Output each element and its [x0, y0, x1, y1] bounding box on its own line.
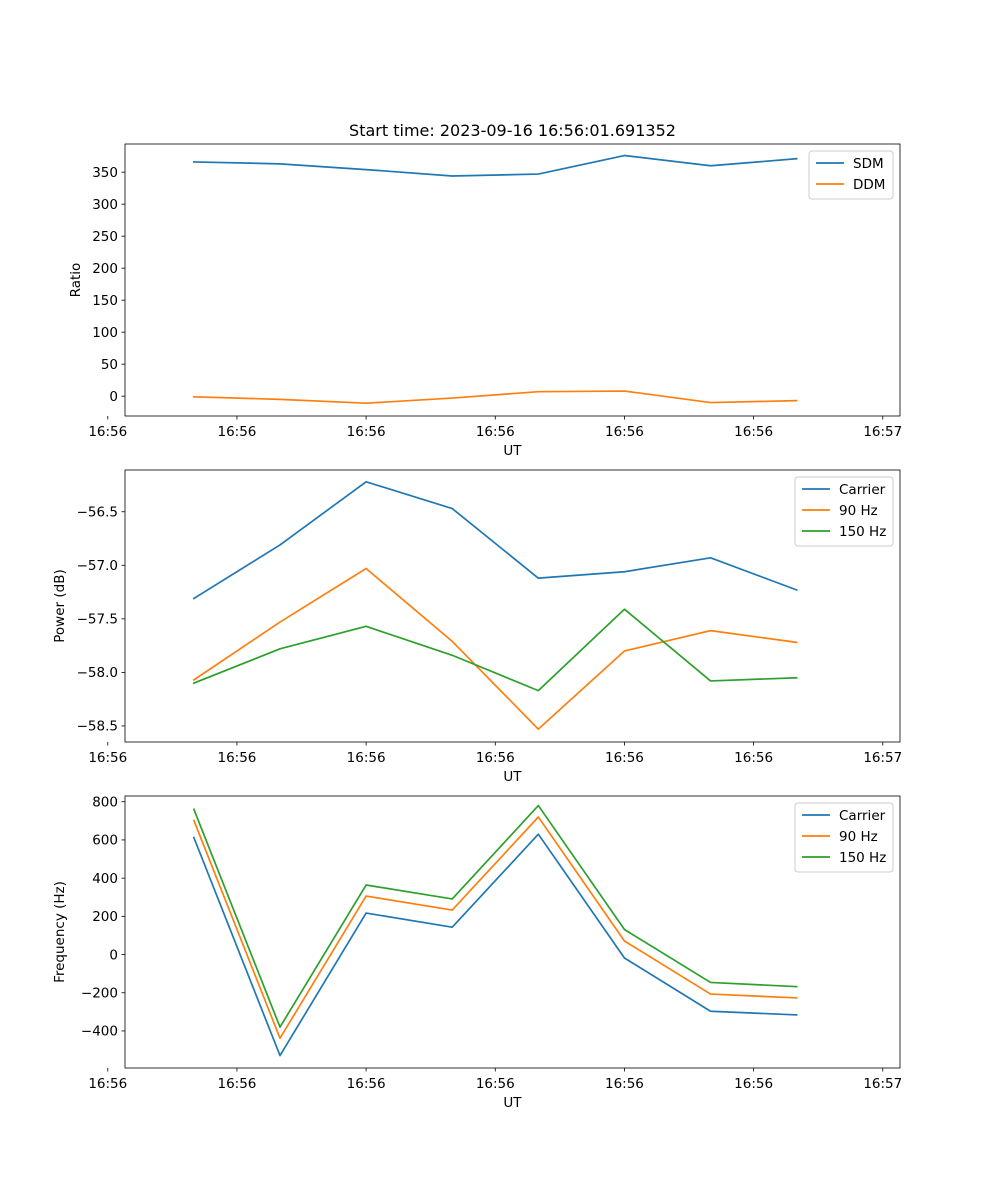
ratio-y-tick-label: 300: [92, 197, 118, 213]
ratio-series-line-ddm: [193, 390, 798, 405]
power-y-tick-label: −57.0: [77, 558, 118, 574]
ratio-x-tick-label: 16:56: [605, 424, 644, 440]
ratio-x-tick-label: 16:57: [863, 424, 902, 440]
frequency-series-line-150-hz: [192, 804, 798, 1028]
ratio-x-axis-label: UT: [503, 443, 522, 459]
ratio-y-tick-label: 100: [92, 325, 118, 341]
frequency-x-tick-label: 16:56: [347, 1076, 386, 1092]
power-y-tick-label: −58.5: [77, 719, 118, 735]
power-panel: 16:56 16:56 16:56 16:56 16:56 16:56 16:57 −58.5…: [52, 469, 902, 785]
power-x-tick-label: 16:56: [347, 750, 386, 766]
ratio-x-tick-label: 16:56: [347, 424, 386, 440]
ratio-y-axis-label: Ratio: [68, 263, 84, 298]
power-y-tick-label: −57.5: [77, 612, 118, 628]
frequency-legend-label-90-hz: 90 Hz: [839, 829, 878, 845]
ratio-x-tick-label: 16:56: [88, 424, 127, 440]
frequency-y-tick-label: −200: [81, 986, 118, 1002]
frequency-y-tick-label: 400: [92, 871, 118, 887]
ratio-y-tick-label: 350: [92, 165, 118, 181]
ratio-x-tick-label: 16:56: [734, 424, 773, 440]
frequency-y-tick-label: 0: [109, 947, 118, 963]
frequency-x-tick-label: 16:56: [217, 1076, 256, 1092]
power-x-tick-label: 16:56: [605, 750, 644, 766]
frequency-x-tick-label: 16:56: [734, 1076, 773, 1092]
power-x-tick-label: 16:56: [88, 750, 127, 766]
frequency-legend: Carrier 90 Hz 150 Hz: [794, 802, 894, 873]
ratio-axes-frame: [124, 143, 901, 417]
frequency-series-line-carrier: [192, 833, 798, 1057]
power-x-axis-label: UT: [503, 769, 522, 785]
frequency-y-tick-label: 600: [92, 833, 118, 849]
ratio-panel: 16:56 16:56 16:56 16:56 16:56 16:56 16:57 0 50 10…: [68, 143, 902, 459]
ratio-legend-label-ddm: DDM: [853, 177, 885, 193]
power-x-tick-label: 16:57: [863, 750, 902, 766]
ratio-legend: SDM DDM: [808, 150, 894, 200]
frequency-y-tick-label: −400: [81, 1024, 118, 1040]
power-legend-label-carrier: Carrier: [839, 482, 886, 498]
frequency-y-tick-label: 200: [92, 909, 118, 925]
power-y-tick-label: −56.5: [77, 505, 118, 521]
power-legend-label-90-hz: 90 Hz: [839, 503, 878, 519]
frequency-y-axis-label: Frequency (Hz): [52, 881, 68, 983]
frequency-y-tick-label: 800: [92, 795, 118, 811]
frequency-x-tick-label: 16:56: [476, 1076, 515, 1092]
ratio-legend-label-sdm: SDM: [853, 156, 884, 172]
frequency-axes-frame: [124, 795, 901, 1069]
power-series-line-carrier: [192, 480, 798, 600]
frequency-x-tick-label: 16:56: [88, 1076, 127, 1092]
frequency-legend-label-carrier: Carrier: [839, 808, 886, 824]
power-legend-label-150-hz: 150 Hz: [839, 524, 886, 540]
ratio-x-tick-label: 16:56: [476, 424, 515, 440]
power-x-tick-label: 16:56: [734, 750, 773, 766]
power-y-axis-label: Power (dB): [52, 569, 68, 642]
ratio-y-tick-label: 150: [92, 293, 118, 309]
power-axes-frame: [124, 469, 901, 743]
power-series-line-90-hz: [192, 567, 798, 731]
frequency-x-tick-label: 16:57: [863, 1076, 902, 1092]
power-series-line-150-hz: [192, 608, 798, 692]
power-x-tick-label: 16:56: [476, 750, 515, 766]
power-legend: Carrier 90 Hz 150 Hz: [794, 476, 894, 547]
frequency-series-line-90-hz: [192, 816, 798, 1040]
figure-title: Start time: 2023-09-16 16:56:01.691352: [349, 121, 676, 140]
frequency-x-tick-label: 16:56: [605, 1076, 644, 1092]
power-y-tick-label: −58.0: [77, 665, 118, 681]
ratio-y-tick-label: 50: [101, 357, 118, 373]
ratio-series-line-sdm: [193, 154, 798, 177]
ratio-y-tick-label: 200: [92, 261, 118, 277]
power-x-tick-label: 16:56: [217, 750, 256, 766]
ratio-y-tick-label: 250: [92, 229, 118, 245]
power-legend-box: [794, 476, 894, 547]
ratio-x-tick-label: 16:56: [217, 424, 256, 440]
frequency-panel: 16:56 16:56 16:56 16:56 16:56 16:56 16:57 −400 −…: [52, 795, 902, 1111]
frequency-x-axis-label: UT: [503, 1095, 522, 1111]
frequency-legend-label-150-hz: 150 Hz: [839, 850, 886, 866]
ratio-y-tick-label: 0: [109, 389, 118, 405]
frequency-legend-box: [794, 802, 894, 873]
